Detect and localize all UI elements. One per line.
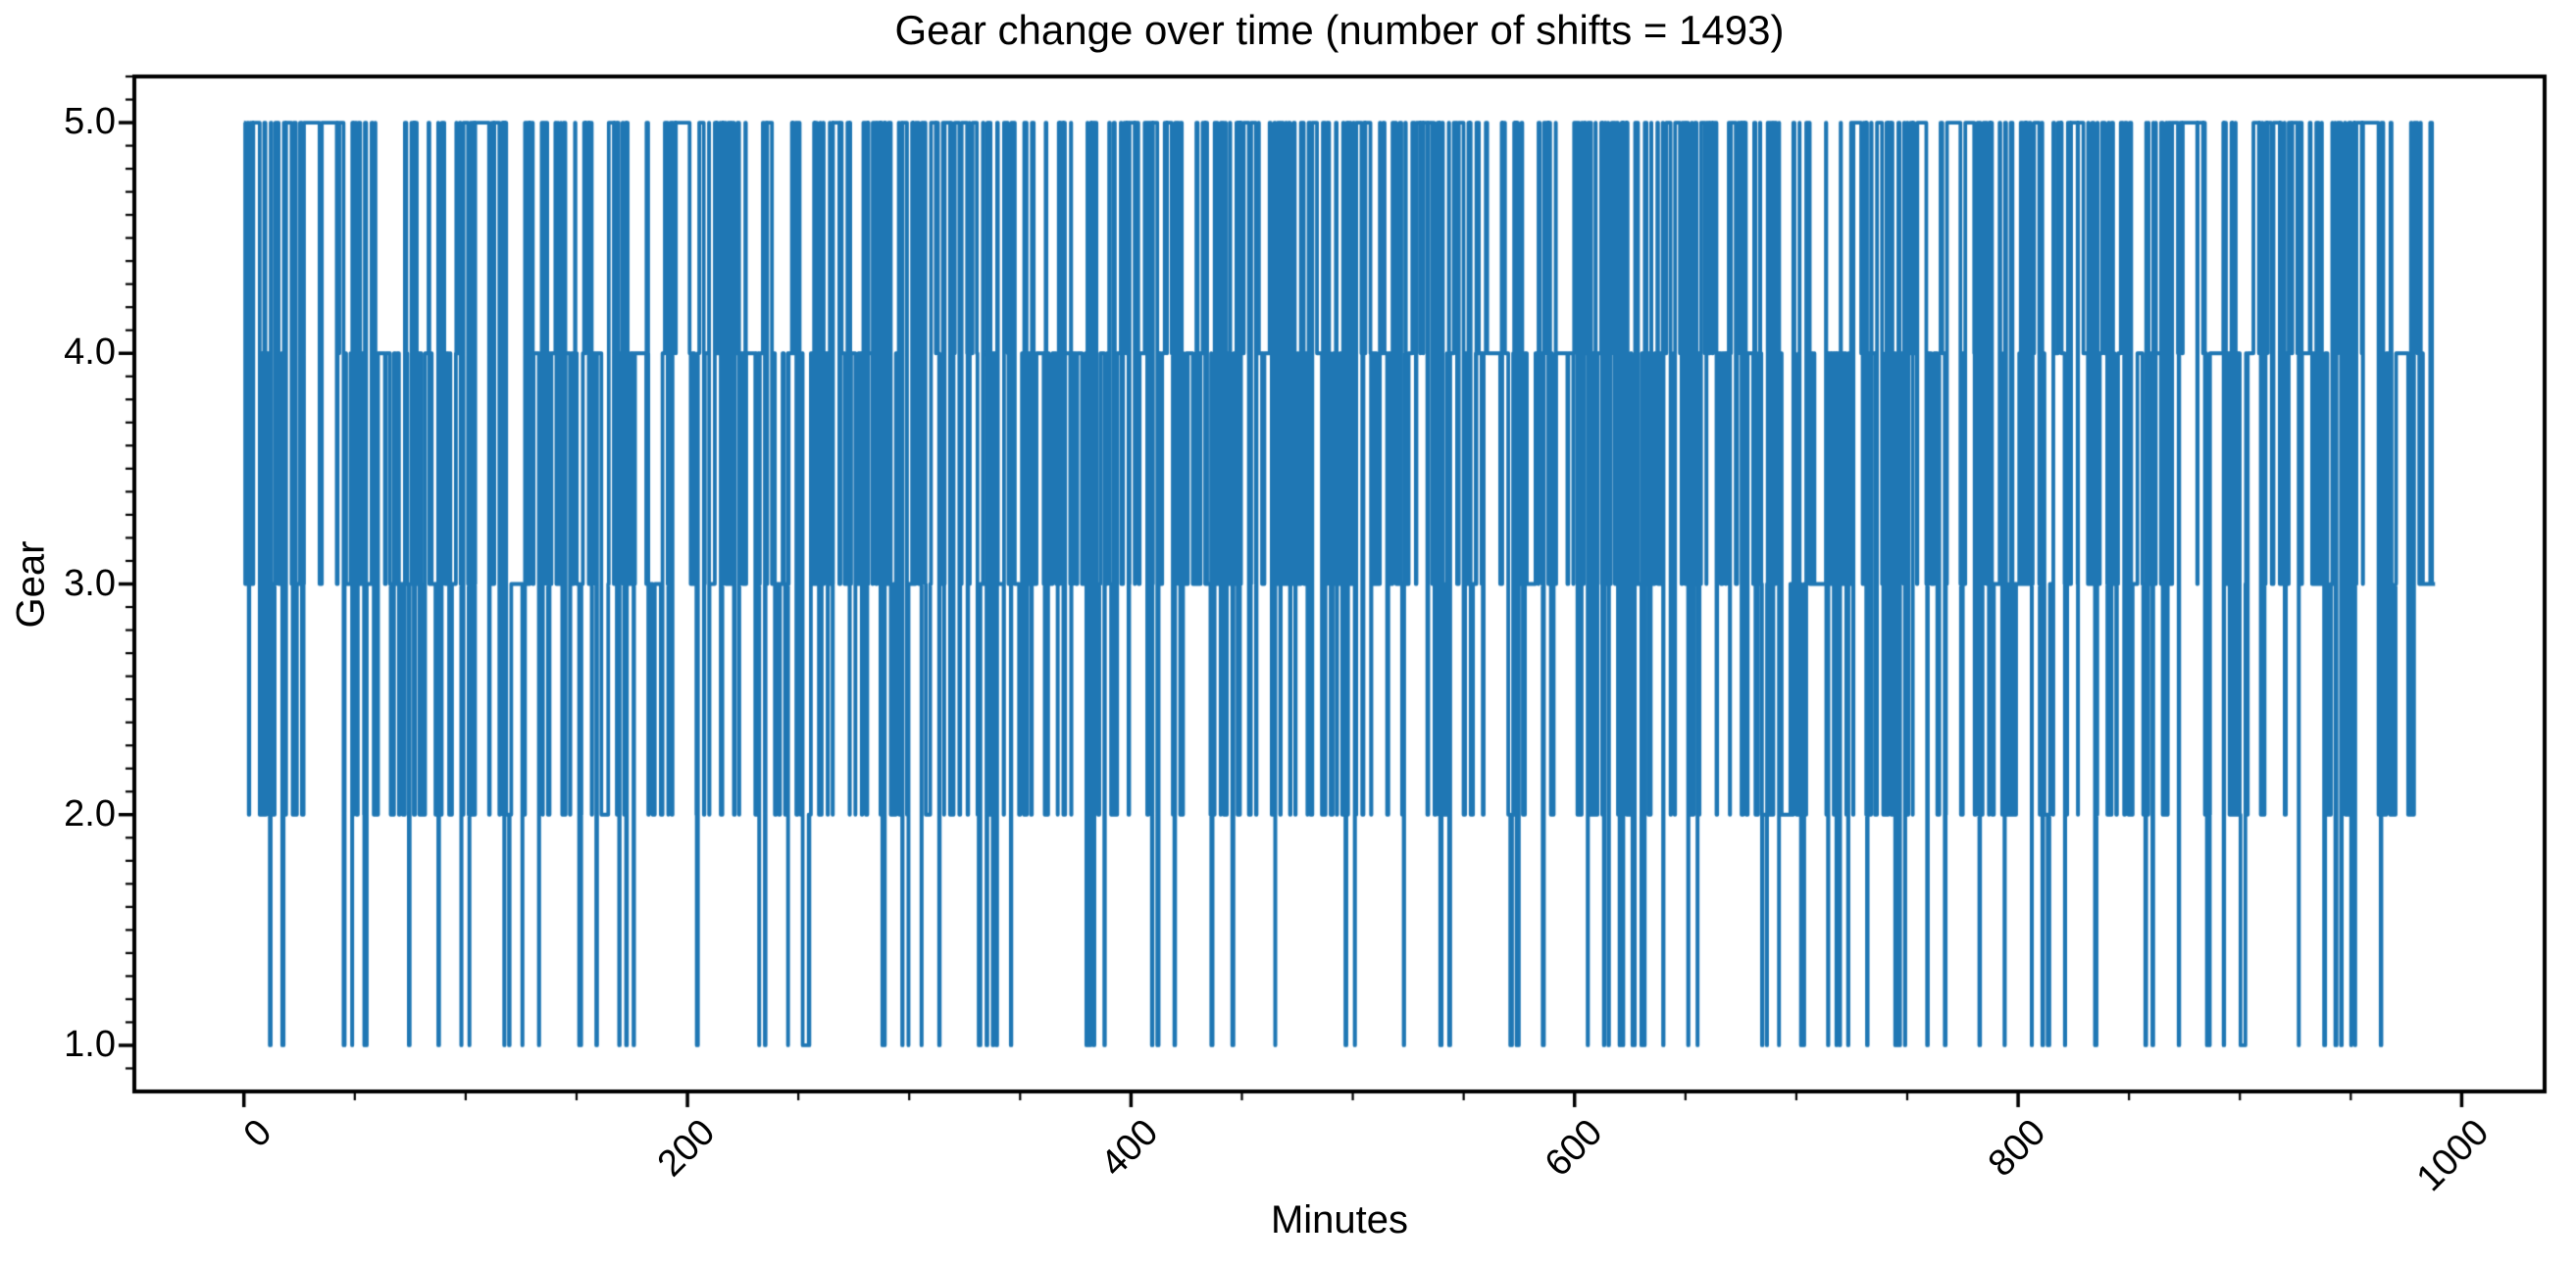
x-axis-label: Minutes [1270,1198,1409,1242]
y-tick-label: 4.0 [64,331,116,374]
y-tick-label: 2.0 [64,792,116,835]
y-tick-label: 1.0 [64,1024,116,1066]
y-tick-label: 5.0 [64,101,116,143]
y-tick-label: 3.0 [64,562,116,604]
chart-title: Gear change over time (number of shifts … [894,7,1785,53]
